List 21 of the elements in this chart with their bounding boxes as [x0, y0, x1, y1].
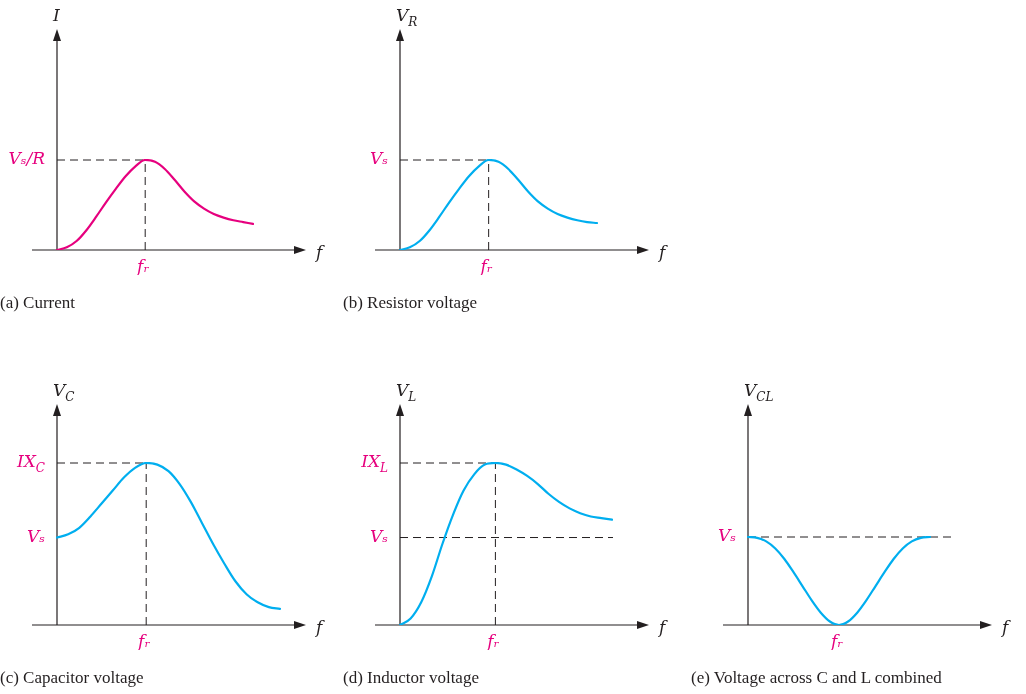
ref-line-label: Vₛ [370, 148, 389, 169]
text: fᵣ [478, 256, 493, 277]
ref-line-label: Vₛ [370, 525, 389, 546]
text: (c) Capacitor voltage [0, 668, 144, 688]
y-axis-title: I [52, 5, 60, 26]
text: Vₛ [27, 525, 46, 546]
x-axis-title: f [657, 242, 668, 263]
text: (e) Voltage across C and L combined [691, 668, 942, 688]
x-axis-title: f [657, 617, 668, 638]
text: fᵣ [135, 256, 150, 277]
text: fᵣ [485, 631, 500, 652]
x-axis-title: f [314, 617, 325, 638]
text: fᵣ [136, 631, 151, 652]
ref-line-label: Vₛ/R [8, 148, 46, 169]
text: (b) Resistor voltage [343, 293, 478, 313]
x-axis-title: f [314, 242, 325, 263]
text: (a) Current [0, 293, 76, 313]
text: (d) Inductor voltage [343, 668, 479, 688]
text: fᵣ [828, 631, 844, 652]
x-axis-title: f [1000, 617, 1011, 638]
ref-line-label: Vₛ [718, 525, 737, 546]
